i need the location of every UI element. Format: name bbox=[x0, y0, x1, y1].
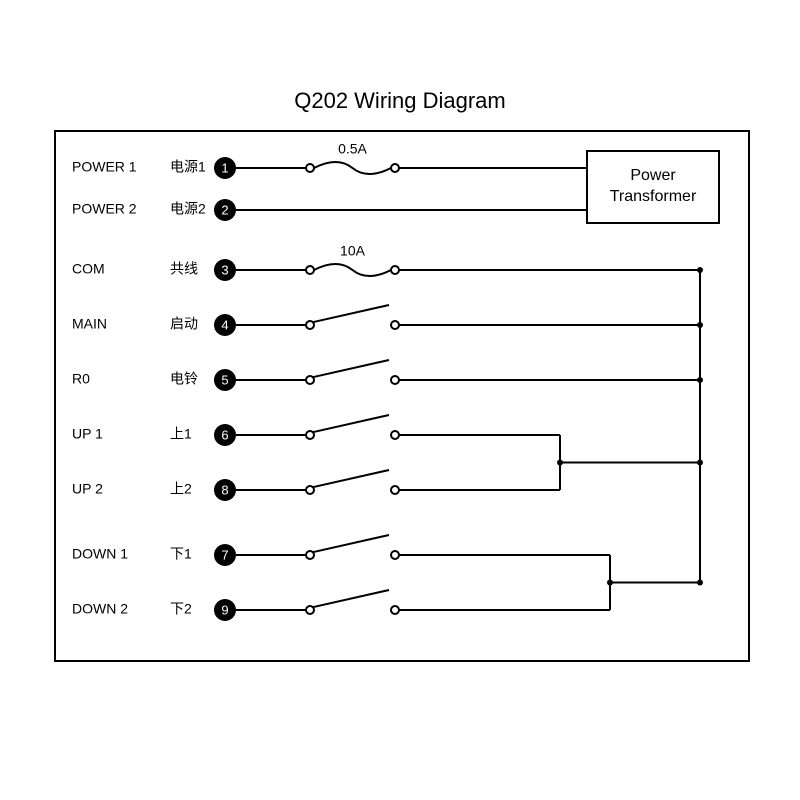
svg-text:下1: 下1 bbox=[170, 546, 192, 562]
svg-text:10A: 10A bbox=[340, 243, 366, 259]
svg-text:2: 2 bbox=[221, 202, 228, 217]
svg-text:DOWN 1: DOWN 1 bbox=[72, 546, 128, 562]
svg-text:共线: 共线 bbox=[170, 261, 198, 277]
svg-text:1: 1 bbox=[221, 160, 228, 175]
svg-text:电源2: 电源2 bbox=[170, 201, 206, 217]
svg-text:POWER 2: POWER 2 bbox=[72, 201, 137, 217]
svg-text:电铃: 电铃 bbox=[170, 371, 198, 387]
svg-text:R0: R0 bbox=[72, 371, 90, 387]
svg-text:UP 1: UP 1 bbox=[72, 426, 103, 442]
svg-text:DOWN 2: DOWN 2 bbox=[72, 601, 128, 617]
svg-text:9: 9 bbox=[221, 602, 228, 617]
svg-text:0.5A: 0.5A bbox=[338, 141, 367, 157]
svg-text:UP 2: UP 2 bbox=[72, 481, 103, 497]
svg-text:7: 7 bbox=[221, 547, 228, 562]
svg-text:启动: 启动 bbox=[170, 316, 198, 332]
svg-text:4: 4 bbox=[221, 317, 228, 332]
svg-text:电源1: 电源1 bbox=[170, 159, 206, 175]
svg-text:3: 3 bbox=[221, 262, 228, 277]
svg-text:下2: 下2 bbox=[170, 601, 192, 617]
svg-text:5: 5 bbox=[221, 372, 228, 387]
svg-text:COM: COM bbox=[72, 261, 105, 277]
svg-text:POWER 1: POWER 1 bbox=[72, 159, 137, 175]
wiring-svg: POWER 1 电源1 1 0.5A POWER 2 电源2 2 COM 共线 3 10A MAIN 启… bbox=[0, 0, 800, 800]
svg-text:上1: 上1 bbox=[170, 426, 192, 442]
svg-text:上2: 上2 bbox=[170, 481, 192, 497]
svg-text:6: 6 bbox=[221, 427, 228, 442]
svg-text:MAIN: MAIN bbox=[72, 316, 107, 332]
svg-text:8: 8 bbox=[221, 482, 228, 497]
